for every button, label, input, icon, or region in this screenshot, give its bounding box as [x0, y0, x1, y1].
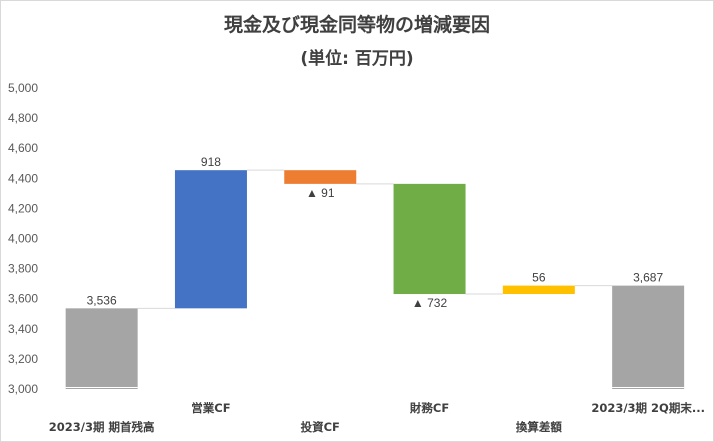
- y-tick-label: 3,400: [8, 322, 38, 336]
- y-tick-label: 4,400: [8, 171, 38, 185]
- category-label: 投資CF: [301, 420, 340, 434]
- y-tick-label: 4,200: [8, 201, 38, 215]
- chart-title: 現金及び現金同等物の増減要因: [223, 14, 490, 36]
- bar-2: [174, 170, 247, 309]
- chart-subtitle: (単位: 百万円): [300, 49, 414, 69]
- bar-4: [393, 183, 466, 295]
- data-label: 918: [201, 155, 221, 169]
- bar-1: [65, 308, 138, 389]
- x-axis: 2023/3期 期首残高 営業CF 投資CF 財務CF 換算差額 2023/3期 2Q期末…: [49, 401, 705, 434]
- y-tick-label: 5,000: [8, 81, 38, 95]
- y-tick-label: 3,800: [8, 262, 38, 276]
- y-tick-label: 4,800: [8, 111, 38, 125]
- y-tick-label: 3,200: [8, 352, 38, 366]
- bar-6: [612, 285, 685, 389]
- y-tick-label: 3,000: [8, 382, 38, 396]
- data-label: 3,687: [633, 271, 663, 285]
- data-label: ▲ 732: [412, 296, 448, 310]
- category-label: 営業CF: [191, 401, 230, 415]
- y-tick-label: 4,600: [8, 141, 38, 155]
- data-label: 56: [532, 271, 546, 285]
- y-tick-label: 4,000: [8, 232, 38, 246]
- category-label: 2023/3期 2Q期末...: [591, 401, 705, 415]
- category-label: 2023/3期 期首残高: [49, 420, 155, 434]
- bar-5: [502, 285, 575, 295]
- bar-3: [284, 170, 357, 184]
- data-label: 3,536: [87, 293, 117, 307]
- y-tick-label: 3,600: [8, 292, 38, 306]
- bars: [65, 170, 685, 389]
- category-label: 財務CF: [409, 401, 449, 415]
- data-label: ▲ 91: [306, 186, 335, 200]
- connector-lines: [137, 169, 613, 309]
- category-label: 換算差額: [516, 420, 562, 434]
- y-axis: 3,000 3,200 3,400 3,600 3,800 4,000 4,200 4,400…: [8, 81, 38, 396]
- data-labels: 3,536 918 ▲ 91 ▲ 732 56 3,687: [87, 155, 664, 310]
